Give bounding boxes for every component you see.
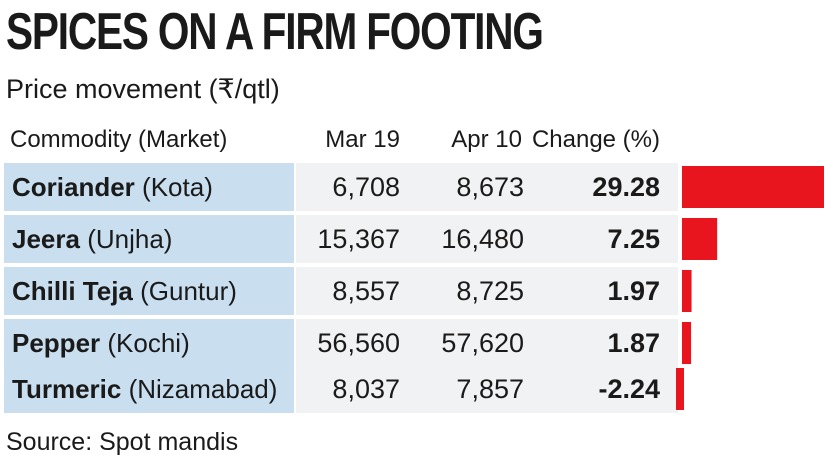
change-bar-coriander [682,166,824,208]
change-bar-jeera [682,218,718,260]
values-cell [296,215,678,263]
name-cell: Chilli Teja (Guntur) [4,267,294,315]
values-cell [296,267,678,315]
table-row: Chilli Teja (Guntur) 8,557 8,725 1.97 [4,267,678,315]
values-cell [296,365,678,413]
table-row: Coriander (Kota) 6,708 8,673 29.28 [4,163,678,211]
commodity-name: Chilli Teja [12,276,133,306]
values-cell [296,163,678,211]
name-cell: Pepper (Kochi) [4,319,294,367]
values-cell [296,319,678,367]
mar19-value: 6,708 [332,172,400,202]
change-value: 29.28 [592,172,660,202]
mar19-value: 56,560 [317,328,400,358]
change-value: 1.97 [607,276,660,306]
apr10-value: 8,725 [456,276,524,306]
chart-title: SPICES ON A FIRM FOOTING [6,3,544,61]
apr10-value: 7,857 [456,374,524,404]
commodity-name: Coriander [12,172,135,202]
name-cell: Coriander (Kota) [4,163,294,211]
commodity-label: Turmeric (Nizamabad) [12,372,277,406]
change-value: 1.87 [607,328,660,358]
change-value: 7.25 [607,224,660,254]
header-change: Change (%) [531,126,660,153]
name-cell: Turmeric (Nizamabad) [4,365,294,413]
commodity-label: Pepper (Kochi) [12,326,190,360]
commodity-label: Coriander (Kota) [12,170,213,204]
commodity-label: Chilli Teja (Guntur) [12,274,237,308]
change-bar-chilli-teja [682,270,692,312]
chart-subtitle: Price movement (₹/qtl) [6,74,280,104]
mar19-value: 15,367 [317,224,400,254]
commodity-name: Pepper [12,328,101,358]
market-name: (Nizamabad) [128,374,278,404]
apr10-value: 8,673 [456,172,524,202]
apr10-value: 57,620 [441,328,524,358]
market-name: (Unjha) [87,224,173,254]
name-cell: Jeera (Unjha) [4,215,294,263]
change-bar-pepper [682,322,692,364]
market-name: (Guntur) [140,276,237,306]
header-apr10: Apr 10 [451,126,522,153]
table-row: Turmeric (Nizamabad) 8,037 7,857 -2.24 [4,365,678,413]
mar19-value: 8,557 [332,276,400,306]
market-name: (Kochi) [107,328,190,358]
header-mar19: Mar 19 [325,126,400,153]
header-commodity: Commodity (Market) [10,126,228,153]
source-note: Source: Spot mandis [6,428,239,456]
market-name: (Kota) [142,172,213,202]
commodity-name: Jeera [12,224,80,254]
apr10-value: 16,480 [441,224,524,254]
change-value: -2.24 [598,374,660,404]
mar19-value: 8,037 [332,374,400,404]
table-row: Jeera (Unjha) 15,367 16,480 7.25 [4,215,678,263]
commodity-label: Jeera (Unjha) [12,222,172,256]
table-row: Pepper (Kochi) 56,560 57,620 1.87 [4,319,678,367]
commodity-name: Turmeric [12,374,122,404]
